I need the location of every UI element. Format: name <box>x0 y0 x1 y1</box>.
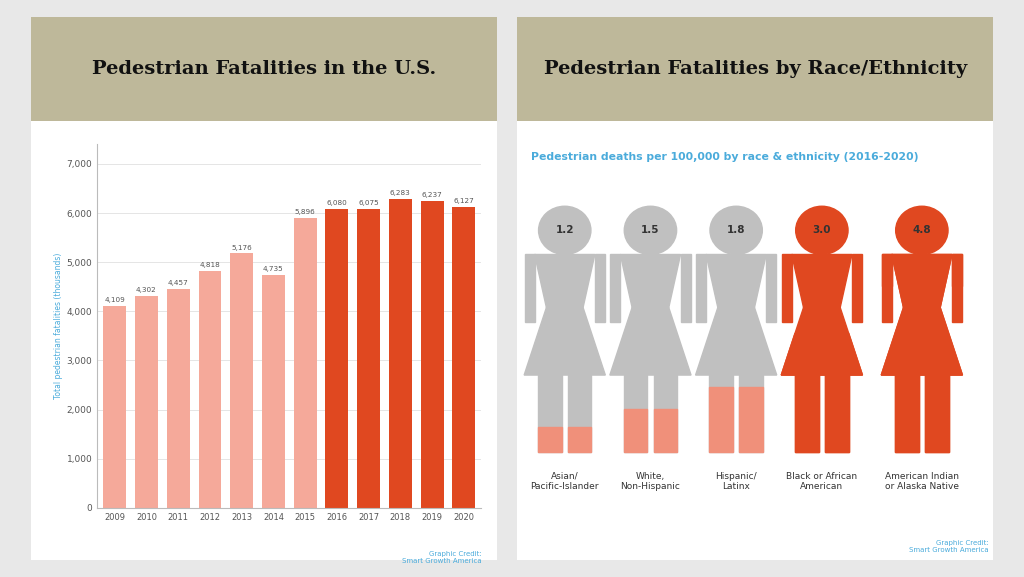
Polygon shape <box>895 375 919 452</box>
Circle shape <box>625 206 677 254</box>
Text: Hispanic/
Latinx: Hispanic/ Latinx <box>716 471 757 491</box>
Bar <box>421 201 443 508</box>
Polygon shape <box>524 254 535 322</box>
Bar <box>453 207 475 508</box>
Polygon shape <box>535 254 595 308</box>
Polygon shape <box>624 409 647 452</box>
Bar <box>357 209 380 508</box>
Polygon shape <box>653 375 677 452</box>
Polygon shape <box>621 254 681 308</box>
Polygon shape <box>882 308 963 375</box>
Text: 6,283: 6,283 <box>390 190 411 196</box>
Circle shape <box>896 206 948 254</box>
Polygon shape <box>892 254 952 308</box>
Polygon shape <box>825 375 849 452</box>
Polygon shape <box>653 409 677 452</box>
Text: 1.8: 1.8 <box>727 226 745 235</box>
Polygon shape <box>706 254 766 308</box>
Polygon shape <box>568 375 592 452</box>
Bar <box>103 306 126 508</box>
Text: 5,176: 5,176 <box>231 245 252 250</box>
Text: American Indian
or Alaska Native: American Indian or Alaska Native <box>885 471 958 491</box>
Text: 4,109: 4,109 <box>104 297 125 303</box>
Polygon shape <box>610 254 621 322</box>
Polygon shape <box>538 375 561 452</box>
Polygon shape <box>895 375 919 452</box>
Polygon shape <box>852 254 862 322</box>
Polygon shape <box>792 254 852 308</box>
Polygon shape <box>681 254 690 322</box>
Text: 1.5: 1.5 <box>641 226 659 235</box>
Polygon shape <box>952 254 962 322</box>
Bar <box>326 209 348 508</box>
Text: Asian/
Pacific-Islander: Asian/ Pacific-Islander <box>530 471 599 491</box>
Text: Graphic Credit:
Smart Growth America: Graphic Credit: Smart Growth America <box>401 551 481 564</box>
Text: 3.0: 3.0 <box>813 226 831 235</box>
Polygon shape <box>781 254 792 322</box>
Polygon shape <box>766 254 776 322</box>
Polygon shape <box>925 375 948 452</box>
Polygon shape <box>568 426 592 452</box>
Bar <box>167 289 189 508</box>
Text: Graphic Credit:
Smart Growth America: Graphic Credit: Smart Growth America <box>909 540 988 553</box>
Bar <box>230 253 253 508</box>
Y-axis label: Total pedestrian fatalities (thousands): Total pedestrian fatalities (thousands) <box>53 253 62 399</box>
Polygon shape <box>882 254 892 286</box>
Polygon shape <box>595 254 605 322</box>
Polygon shape <box>538 426 561 452</box>
Text: Pedestrian deaths per 100,000 by race & ethnicity (2016-2020): Pedestrian deaths per 100,000 by race & … <box>531 152 919 162</box>
Bar <box>294 218 316 508</box>
Text: 4,457: 4,457 <box>168 280 188 286</box>
Text: 5,896: 5,896 <box>295 209 315 215</box>
Polygon shape <box>696 254 706 322</box>
Polygon shape <box>952 254 962 286</box>
Text: 4.8: 4.8 <box>912 226 931 235</box>
Polygon shape <box>781 308 862 375</box>
Polygon shape <box>825 375 849 452</box>
Polygon shape <box>739 375 763 452</box>
Bar <box>135 297 158 508</box>
Text: White,
Non-Hispanic: White, Non-Hispanic <box>621 471 680 491</box>
Polygon shape <box>524 308 605 375</box>
Text: 6,075: 6,075 <box>358 200 379 207</box>
Polygon shape <box>882 254 892 322</box>
Polygon shape <box>796 375 819 452</box>
Polygon shape <box>796 375 819 452</box>
Polygon shape <box>892 254 952 308</box>
Bar <box>262 275 285 508</box>
Text: 6,237: 6,237 <box>422 193 442 198</box>
Polygon shape <box>710 375 733 452</box>
Bar <box>389 199 412 508</box>
Text: 6,127: 6,127 <box>454 198 474 204</box>
Polygon shape <box>925 375 948 452</box>
Polygon shape <box>781 334 862 375</box>
Text: Black or African
American: Black or African American <box>786 471 857 491</box>
Circle shape <box>539 206 591 254</box>
Polygon shape <box>739 387 763 452</box>
Text: 6,080: 6,080 <box>327 200 347 206</box>
Text: 4,735: 4,735 <box>263 266 284 272</box>
Text: 1.2: 1.2 <box>555 226 574 235</box>
Bar <box>199 271 221 508</box>
Polygon shape <box>882 308 963 375</box>
Polygon shape <box>624 375 647 452</box>
Polygon shape <box>695 308 777 375</box>
Polygon shape <box>610 308 691 375</box>
Text: 4,818: 4,818 <box>200 262 220 268</box>
Circle shape <box>710 206 762 254</box>
Text: 4,302: 4,302 <box>136 287 157 294</box>
Text: Pedestrian Fatalities in the U.S.: Pedestrian Fatalities in the U.S. <box>91 60 436 78</box>
Text: Pedestrian Fatalities by Race/Ethnicity: Pedestrian Fatalities by Race/Ethnicity <box>544 60 967 78</box>
Polygon shape <box>710 387 733 452</box>
Circle shape <box>796 206 848 254</box>
